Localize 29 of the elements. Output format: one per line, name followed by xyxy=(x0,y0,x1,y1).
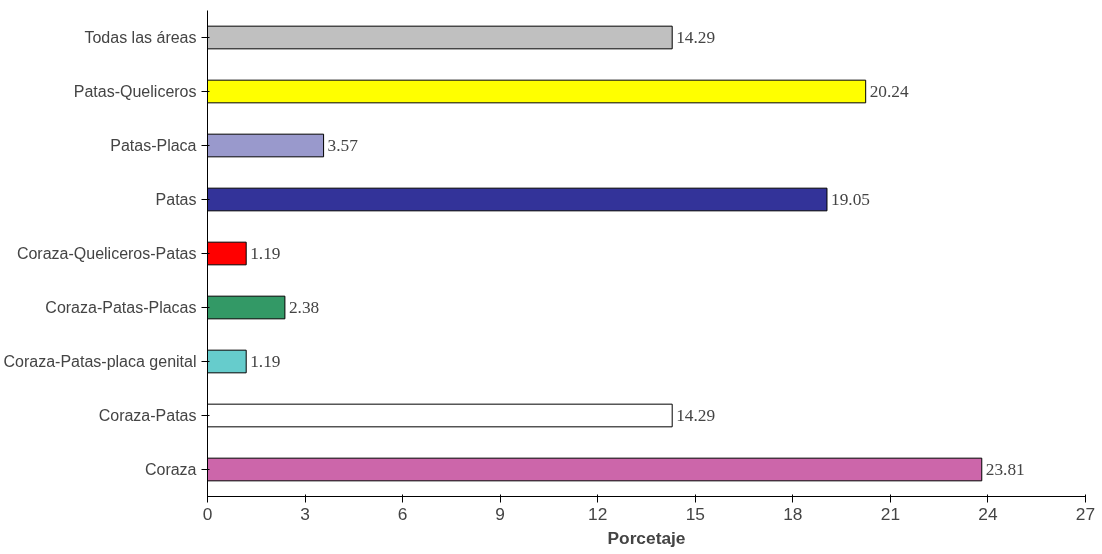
y-tick-label: Patas xyxy=(155,191,197,208)
data-label: 3.57 xyxy=(327,136,359,155)
data-label: 19.05 xyxy=(830,190,870,209)
x-tick-label: 9 xyxy=(495,503,505,524)
x-tick-label: 12 xyxy=(588,503,608,524)
data-label: 14.29 xyxy=(676,406,716,425)
y-tick-label: Patas-Placa xyxy=(110,137,197,154)
x-tick-label: 18 xyxy=(783,503,803,524)
data-label: 20.24 xyxy=(869,82,909,101)
y-tick-label: Coraza-Patas-placa genital xyxy=(3,353,197,370)
x-tick-label: 27 xyxy=(1075,503,1096,524)
x-tick-label: 6 xyxy=(397,503,408,524)
y-tick-label: Coraza-Queliceros-Patas xyxy=(16,245,197,262)
data-label: 23.81 xyxy=(985,460,1025,479)
x-axis-title: Porcetaje xyxy=(607,527,686,548)
y-tick-label: Coraza xyxy=(144,461,197,478)
y-tick-label: Todas las áreas xyxy=(84,29,197,46)
y-tick-label: Patas-Queliceros xyxy=(73,83,197,100)
x-tick-label: 3 xyxy=(300,503,310,524)
x-tick-label: 24 xyxy=(978,503,998,524)
data-label: 1.19 xyxy=(250,352,281,371)
data-label: 1.19 xyxy=(250,244,281,263)
y-tick-label: Coraza-Patas xyxy=(98,407,197,424)
x-tick-label: 0 xyxy=(202,503,213,524)
data-label: 14.29 xyxy=(676,28,716,47)
x-tick-label: 21 xyxy=(880,503,901,524)
x-tick-label: 15 xyxy=(685,503,705,524)
data-label: 2.38 xyxy=(288,298,320,317)
y-tick-label: Coraza-Patas-Placas xyxy=(45,299,197,316)
